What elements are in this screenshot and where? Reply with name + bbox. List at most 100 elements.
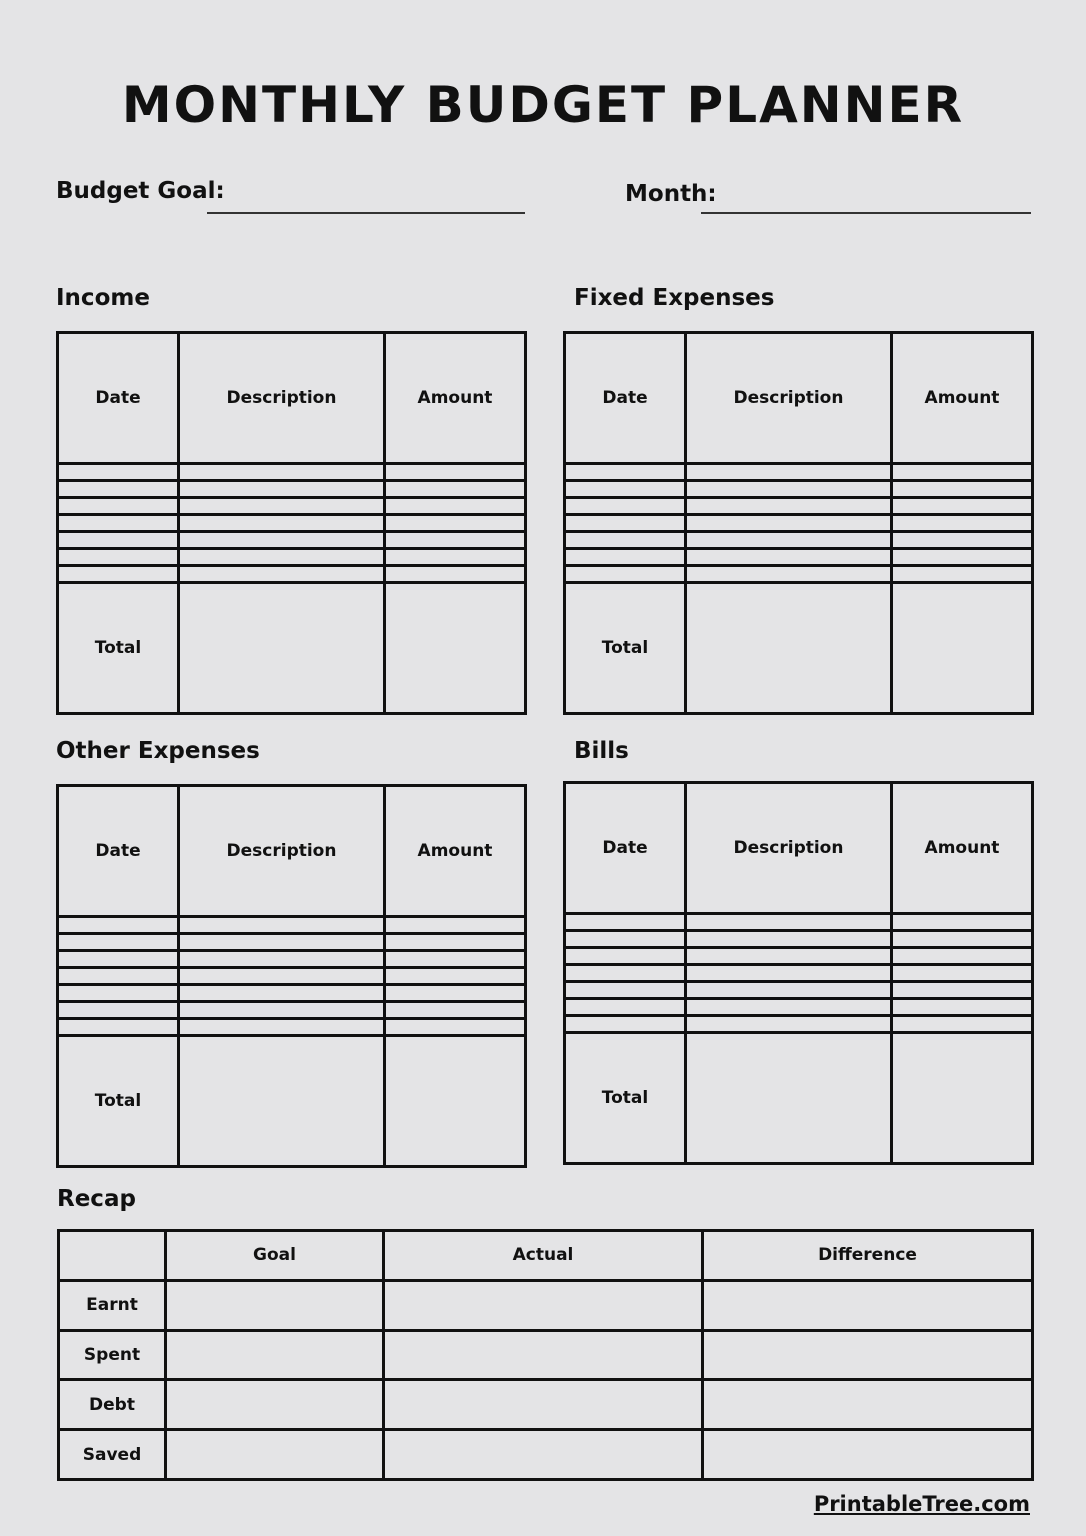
date-cell[interactable] [563,495,687,516]
amount-cell[interactable] [890,997,1034,1018]
amount-cell[interactable] [383,948,527,969]
date-cell[interactable] [563,979,687,1001]
date-cell[interactable] [56,931,180,952]
date-cell[interactable] [563,547,687,568]
amount-cell[interactable] [383,564,527,585]
description-cell[interactable] [684,997,893,1018]
month-field[interactable] [701,212,1031,214]
footer-brand[interactable]: PrintableTree.com [813,1492,1030,1516]
date-cell[interactable] [56,948,180,969]
date-cell[interactable] [56,461,180,482]
description-cell[interactable] [684,547,893,568]
description-cell[interactable] [177,948,386,969]
date-cell[interactable] [56,529,180,551]
amount-cell[interactable] [890,461,1034,482]
date-cell[interactable] [56,512,180,533]
amount-cell[interactable] [383,931,527,952]
amount-cell[interactable] [890,478,1034,499]
date-cell[interactable] [563,997,687,1018]
total-amount-cell[interactable] [383,1034,527,1168]
date-cell[interactable] [56,1000,180,1021]
description-cell[interactable] [177,478,386,499]
amount-cell[interactable] [890,1014,1034,1035]
amount-cell[interactable] [383,495,527,516]
description-cell[interactable] [177,529,386,551]
description-cell[interactable] [684,962,893,983]
description-cell[interactable] [177,931,386,952]
description-cell[interactable] [684,461,893,482]
goal-cell[interactable] [164,1328,385,1382]
difference-cell[interactable] [701,1378,1034,1432]
description-cell[interactable] [177,1017,386,1038]
amount-cell[interactable] [890,962,1034,983]
difference-cell[interactable] [701,1428,1034,1481]
total-description-cell[interactable] [684,1031,893,1165]
date-cell[interactable] [56,914,180,935]
amount-cell[interactable] [383,529,527,551]
date-cell[interactable] [563,512,687,533]
amount-cell[interactable] [383,478,527,499]
date-cell[interactable] [563,529,687,551]
total-description-cell[interactable] [177,581,386,715]
amount-cell[interactable] [383,982,527,1004]
goal-cell[interactable] [164,1278,385,1332]
budget-goal-field[interactable] [207,212,525,214]
date-cell[interactable] [56,547,180,568]
amount-cell[interactable] [383,1000,527,1021]
amount-cell[interactable] [890,928,1034,949]
actual-cell[interactable] [382,1328,704,1382]
date-cell[interactable] [56,564,180,585]
amount-cell[interactable] [890,564,1034,585]
description-cell[interactable] [177,914,386,935]
actual-cell[interactable] [382,1378,704,1432]
description-cell[interactable] [684,495,893,516]
description-cell[interactable] [684,1014,893,1035]
amount-cell[interactable] [890,945,1034,966]
amount-cell[interactable] [383,512,527,533]
description-cell[interactable] [684,911,893,932]
total-description-cell[interactable] [684,581,893,715]
amount-cell[interactable] [383,1017,527,1038]
description-cell[interactable] [684,512,893,533]
description-cell[interactable] [684,928,893,949]
description-cell[interactable] [177,495,386,516]
amount-cell[interactable] [383,914,527,935]
date-cell[interactable] [563,945,687,966]
description-cell[interactable] [684,979,893,1001]
amount-cell[interactable] [890,529,1034,551]
date-cell[interactable] [56,478,180,499]
description-cell[interactable] [177,564,386,585]
date-cell[interactable] [563,478,687,499]
total-amount-cell[interactable] [890,1031,1034,1165]
date-cell[interactable] [563,461,687,482]
amount-cell[interactable] [890,495,1034,516]
difference-cell[interactable] [701,1328,1034,1382]
actual-cell[interactable] [382,1428,704,1481]
amount-cell[interactable] [383,965,527,986]
description-cell[interactable] [684,564,893,585]
description-cell[interactable] [177,982,386,1004]
date-cell[interactable] [56,982,180,1004]
total-amount-cell[interactable] [890,581,1034,715]
amount-cell[interactable] [383,461,527,482]
date-cell[interactable] [563,911,687,932]
total-description-cell[interactable] [177,1034,386,1168]
date-cell[interactable] [563,962,687,983]
amount-cell[interactable] [383,547,527,568]
description-cell[interactable] [177,461,386,482]
description-cell[interactable] [177,965,386,986]
description-cell[interactable] [684,945,893,966]
amount-cell[interactable] [890,979,1034,1001]
date-cell[interactable] [56,965,180,986]
goal-cell[interactable] [164,1428,385,1481]
difference-cell[interactable] [701,1278,1034,1332]
date-cell[interactable] [563,928,687,949]
actual-cell[interactable] [382,1278,704,1332]
description-cell[interactable] [177,512,386,533]
date-cell[interactable] [563,564,687,585]
description-cell[interactable] [177,1000,386,1021]
goal-cell[interactable] [164,1378,385,1432]
amount-cell[interactable] [890,512,1034,533]
description-cell[interactable] [684,478,893,499]
total-amount-cell[interactable] [383,581,527,715]
